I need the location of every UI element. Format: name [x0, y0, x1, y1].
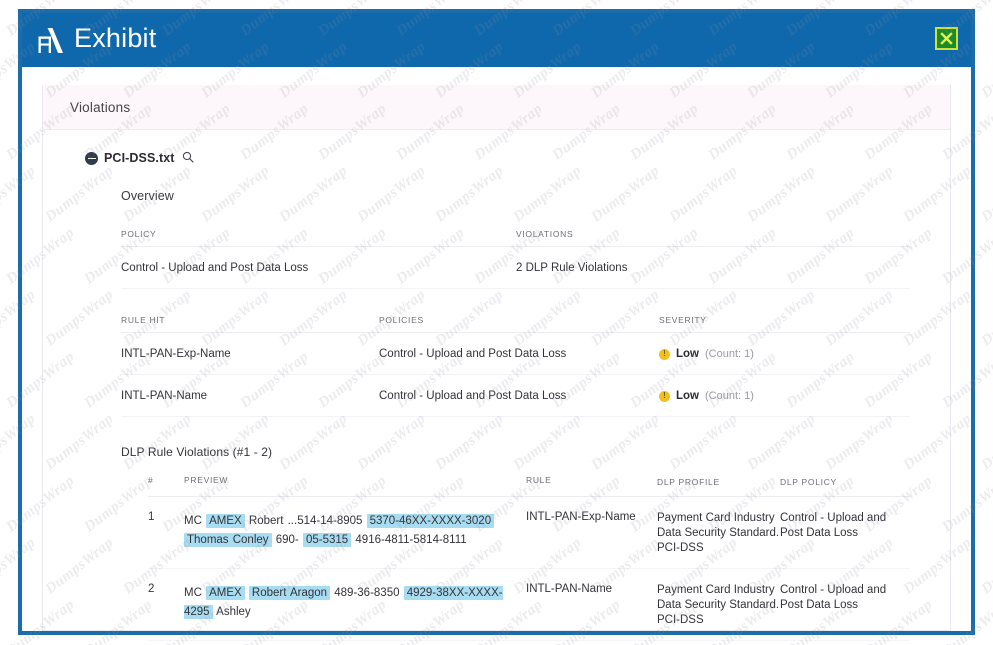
rulehit-row: INTL-PAN-Exp-Name Control - Upload and P…	[121, 333, 910, 375]
row-number: 1	[148, 511, 155, 523]
policy-section: POLICY VIOLATIONS Control - Upload and P…	[43, 215, 950, 289]
header-policies: POLICIES	[379, 315, 424, 325]
watermark-text: DumpsWrap	[978, 287, 993, 351]
rulehit-section-header: RULE HIT POLICIES SEVERITY	[121, 301, 910, 333]
rulehit-row: INTL-PAN-Name Control - Upload and Post …	[121, 375, 910, 417]
row-rule: INTL-PAN-Exp-Name	[526, 511, 636, 523]
severity-label: Low	[676, 348, 699, 360]
preview-highlight: 05-5315	[302, 533, 352, 547]
row-number: 2	[148, 583, 155, 595]
severity-low-icon	[659, 390, 670, 402]
rule-hit-name: INTL-PAN-Exp-Name	[121, 348, 231, 360]
header-violations: VIOLATIONS	[516, 229, 574, 239]
header-policy: POLICY	[121, 229, 157, 239]
file-node: PCI-DSS.txt	[43, 148, 950, 168]
preview-plain: MC	[184, 587, 202, 599]
file-name[interactable]: PCI-DSS.txt	[104, 151, 175, 165]
severity-count: (Count: 1)	[705, 390, 754, 402]
header-number: #	[148, 475, 154, 485]
header-severity: SEVERITY	[659, 315, 707, 325]
row-dlp-profile: Payment Card Industry Data Security Stan…	[657, 584, 780, 626]
table-row: 2 MC AMEX Robert Aragon 489-36-8350 4929…	[148, 569, 910, 641]
magnifier-icon[interactable]	[182, 150, 194, 163]
violations-card: Violations PCI-DSS.txt	[42, 85, 951, 641]
header-dlp-profile: DLP PROFILE	[657, 477, 720, 487]
watermark-text: DumpsWrap	[978, 411, 993, 475]
rule-hit-policies: Control - Upload and Post Data Loss	[379, 348, 567, 360]
violations-header-label: Violations	[70, 99, 131, 115]
table-row: 1 MC AMEX Robert ...514-14-8905 5370-46X…	[148, 497, 910, 569]
watermark-text: DumpsWrap	[978, 535, 993, 599]
header-preview: PREVIEW	[184, 475, 229, 485]
preview-highlight: Thomas Conley	[184, 533, 272, 547]
overview-label: Overview	[121, 189, 174, 203]
severity-label: Low	[676, 390, 699, 402]
row-preview: MC AMEX Robert Aragon 489-36-8350 4929-3…	[184, 583, 526, 621]
watermark-text: DumpsWrap	[978, 163, 993, 227]
brand: Exhibit	[36, 25, 156, 55]
preview-plain: Ashley	[216, 606, 251, 618]
violations-header-bar: Violations	[43, 85, 950, 130]
severity-low-icon	[659, 348, 670, 360]
row-preview: MC AMEX Robert ...514-14-8905 5370-46XX-…	[184, 511, 526, 549]
rulehit-section: RULE HIT POLICIES SEVERITY INTL-PAN-Exp-…	[43, 301, 950, 417]
dlp-violations-table: # PREVIEW RULE DLP PROFILE DLP POLICY 1 …	[43, 475, 950, 641]
row-dlp-policy: Control - Upload and Post Data Loss	[780, 584, 887, 611]
preview-highlight: AMEX	[206, 514, 245, 528]
watermark-text: DumpsWrap	[978, 39, 993, 103]
collapse-minus-icon[interactable]	[85, 151, 98, 165]
window-title: Exhibit	[74, 23, 157, 53]
close-icon[interactable]	[935, 27, 958, 50]
rule-hit-policies: Control - Upload and Post Data Loss	[379, 390, 567, 402]
preview-plain: 489-36-8350	[334, 587, 400, 599]
preview-plain: 4916-4811-5814-8111	[355, 534, 467, 546]
row-dlp-policy: Control - Upload and Post Data Loss	[780, 512, 887, 539]
rule-hit-severity: Low (Count: 1)	[659, 348, 859, 360]
content-area: Violations PCI-DSS.txt	[22, 67, 971, 641]
dlp-table-header: # PREVIEW RULE DLP PROFILE DLP POLICY	[148, 475, 910, 497]
preview-highlight: 5370-46XX-XXXX-3020	[366, 514, 495, 528]
title-bar: Exhibit	[22, 13, 971, 67]
exhibit-window: Exhibit Violations PCI-DSS.txt	[18, 9, 975, 641]
policy-row: Control - Upload and Post Data Loss 2 DL…	[121, 247, 910, 289]
rule-hit-severity: Low (Count: 1)	[659, 390, 859, 402]
exhibit-logo-icon	[36, 27, 65, 54]
preview-text: MC AMEX Robert Aragon 489-36-8350 4929-3…	[184, 586, 503, 619]
policy-link[interactable]: Control - Upload and Post Data Loss	[121, 262, 309, 274]
row-rule: INTL-PAN-Name	[526, 583, 613, 595]
violations-count: 2 DLP Rule Violations	[516, 262, 628, 274]
preview-highlight: AMEX	[206, 586, 245, 600]
preview-highlight: Robert Aragon	[248, 586, 331, 600]
preview-plain: 690-	[275, 534, 299, 546]
header-rule-hit: RULE HIT	[121, 315, 166, 325]
preview-plain: Robert ...514-14-8905	[248, 515, 363, 527]
preview-plain: MC	[184, 515, 202, 527]
severity-count: (Count: 1)	[705, 348, 754, 360]
preview-text: MC AMEX Robert ...514-14-8905 5370-46XX-…	[184, 514, 495, 547]
policy-section-header: POLICY VIOLATIONS	[121, 215, 910, 247]
row-dlp-profile: Payment Card Industry Data Security Stan…	[657, 512, 780, 554]
header-rule: RULE	[526, 475, 552, 485]
rule-hit-name: INTL-PAN-Name	[121, 390, 208, 402]
card-body: PCI-DSS.txt Overview POLICY	[43, 130, 950, 641]
header-dlp-policy: DLP POLICY	[780, 477, 837, 487]
dlp-violations-title: DLP Rule Violations (#1 - 2)	[121, 445, 273, 459]
